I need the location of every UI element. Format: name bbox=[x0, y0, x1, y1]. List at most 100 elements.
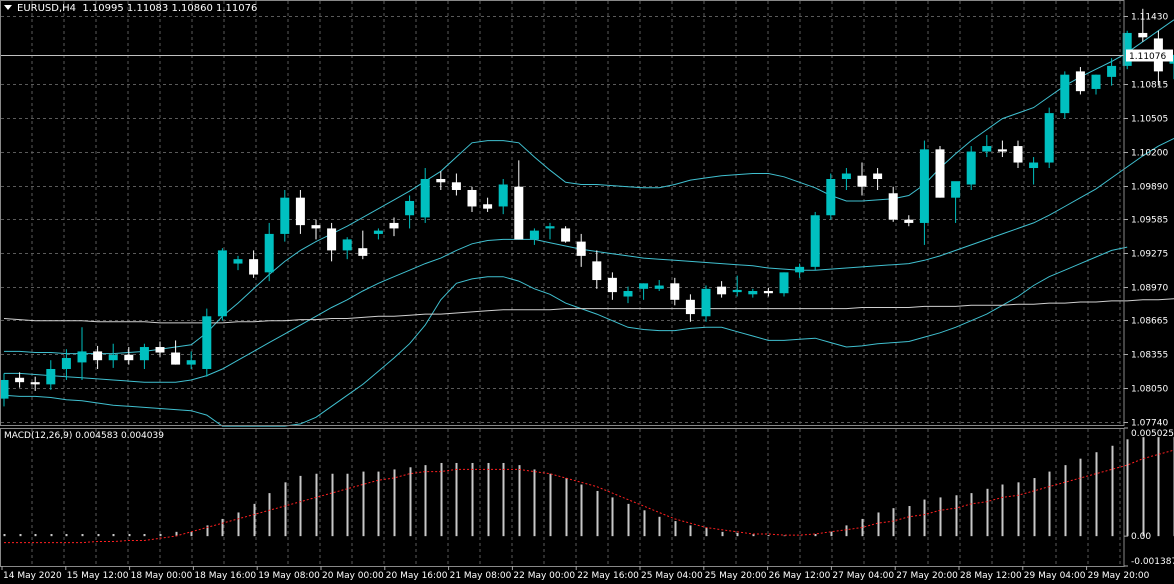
macd-tick-label: 0.00 bbox=[1131, 532, 1151, 542]
price-tick-label: 1.08355 bbox=[1131, 351, 1168, 361]
candle[interactable] bbox=[1075, 66, 1085, 95]
candle[interactable] bbox=[779, 272, 789, 297]
candle[interactable] bbox=[405, 195, 415, 229]
candle[interactable] bbox=[561, 226, 571, 243]
candle[interactable] bbox=[139, 343, 149, 369]
candle[interactable] bbox=[888, 186, 898, 222]
candle-body bbox=[295, 197, 305, 226]
candle[interactable] bbox=[483, 197, 493, 212]
bb_middle-line bbox=[4, 137, 1174, 383]
candle[interactable] bbox=[529, 228, 539, 245]
candle[interactable] bbox=[545, 222, 555, 240]
dropdown-triangle-icon[interactable] bbox=[4, 5, 12, 10]
candle[interactable] bbox=[685, 294, 695, 322]
candle[interactable] bbox=[1091, 74, 1101, 95]
candle[interactable] bbox=[249, 250, 259, 278]
candle[interactable] bbox=[498, 179, 508, 215]
candle[interactable] bbox=[576, 233, 586, 267]
candle-body bbox=[654, 285, 664, 289]
candle[interactable] bbox=[639, 283, 649, 300]
chart-grid bbox=[1, 1, 1124, 566]
candle[interactable] bbox=[108, 343, 118, 368]
candle[interactable] bbox=[30, 376, 40, 391]
candle[interactable] bbox=[1107, 58, 1117, 86]
candle[interactable] bbox=[654, 280, 664, 292]
candle[interactable] bbox=[311, 219, 321, 240]
candle[interactable] bbox=[592, 250, 602, 289]
price-panel[interactable] bbox=[0, 8, 1174, 427]
candle[interactable] bbox=[919, 140, 929, 245]
price-tick-label: 1.10505 bbox=[1131, 115, 1168, 125]
candle[interactable] bbox=[826, 173, 836, 220]
candle[interactable] bbox=[1138, 8, 1148, 42]
candle[interactable] bbox=[280, 189, 290, 242]
price-panel-frame bbox=[0, 0, 1125, 426]
candle[interactable] bbox=[1044, 107, 1054, 169]
candle[interactable] bbox=[810, 211, 820, 271]
candle[interactable] bbox=[155, 341, 165, 357]
candle[interactable] bbox=[873, 168, 883, 190]
time-tick-label: 18 May 16:00 bbox=[194, 571, 256, 581]
candle-body bbox=[249, 259, 259, 275]
candle[interactable] bbox=[358, 230, 368, 260]
candle-body bbox=[311, 225, 321, 229]
ohlc-low: 1.10860 bbox=[171, 3, 213, 14]
candle[interactable] bbox=[217, 248, 227, 321]
candle[interactable] bbox=[701, 285, 711, 322]
candle-body bbox=[436, 179, 446, 183]
candle[interactable] bbox=[420, 168, 430, 223]
candle[interactable] bbox=[295, 189, 305, 234]
candle[interactable] bbox=[373, 228, 383, 240]
candle[interactable] bbox=[451, 173, 461, 196]
candle[interactable] bbox=[186, 351, 196, 369]
candle[interactable] bbox=[15, 372, 25, 388]
time-tick-label: 29 May 04:00 bbox=[1024, 571, 1086, 581]
candle[interactable] bbox=[389, 217, 399, 237]
candle[interactable] bbox=[935, 146, 945, 198]
candle-body bbox=[576, 241, 586, 256]
candle[interactable] bbox=[171, 340, 181, 365]
candle[interactable] bbox=[951, 181, 961, 223]
candle[interactable] bbox=[904, 215, 914, 227]
candle[interactable] bbox=[342, 237, 352, 260]
time-tick-label: 28 May 12:00 bbox=[960, 571, 1022, 581]
candle[interactable] bbox=[61, 349, 71, 380]
candle[interactable] bbox=[795, 263, 805, 278]
candle[interactable] bbox=[763, 287, 773, 297]
candle[interactable] bbox=[0, 373, 9, 407]
candle[interactable] bbox=[732, 275, 742, 297]
time-tick-label: 26 May 12:00 bbox=[769, 571, 831, 581]
time-tick-label: 21 May 08:00 bbox=[450, 571, 512, 581]
candle[interactable] bbox=[1060, 71, 1070, 119]
candle[interactable] bbox=[997, 140, 1007, 158]
candle[interactable] bbox=[857, 162, 867, 196]
candle[interactable] bbox=[841, 168, 851, 190]
candle[interactable] bbox=[670, 277, 680, 306]
candle[interactable] bbox=[327, 222, 337, 262]
candle[interactable] bbox=[966, 146, 976, 190]
candle[interactable] bbox=[46, 360, 56, 390]
candle[interactable] bbox=[623, 286, 633, 304]
candle[interactable] bbox=[514, 160, 524, 240]
candle[interactable] bbox=[1029, 157, 1039, 185]
bb_upper-line bbox=[4, 19, 1174, 355]
candle[interactable] bbox=[982, 135, 992, 158]
candle[interactable] bbox=[436, 171, 446, 190]
candle[interactable] bbox=[607, 272, 617, 300]
candle[interactable] bbox=[202, 308, 212, 377]
candle[interactable] bbox=[467, 186, 477, 212]
candle-body bbox=[639, 283, 649, 289]
candle[interactable] bbox=[748, 288, 758, 298]
candle[interactable] bbox=[717, 281, 727, 298]
candle[interactable] bbox=[264, 222, 274, 282]
candle[interactable] bbox=[1013, 140, 1023, 169]
macd-panel[interactable] bbox=[3, 437, 1174, 544]
candle[interactable] bbox=[233, 255, 243, 271]
candle[interactable] bbox=[77, 327, 87, 380]
candle-body bbox=[966, 151, 976, 185]
candle[interactable] bbox=[124, 347, 134, 365]
time-tick-label: 20 May 00:00 bbox=[322, 571, 384, 581]
candle[interactable] bbox=[93, 345, 103, 369]
ohlc-high: 1.11083 bbox=[126, 3, 169, 14]
